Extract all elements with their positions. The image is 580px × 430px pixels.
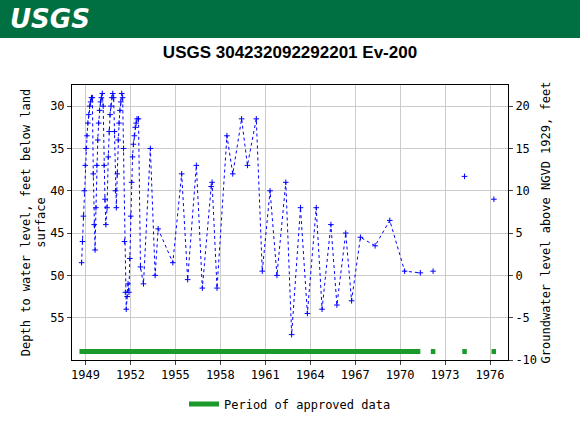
html-text:USGS: USGS (10, 4, 90, 34)
svg-text:1961: 1961 (251, 368, 280, 382)
svg-text:Period of approved data: Period of approved data (224, 398, 390, 412)
svg-text:1964: 1964 (296, 368, 325, 382)
svg-text:Groundwater level above NGVD 1: Groundwater level above NGVD 1929, feet (539, 82, 553, 364)
svg-text:50: 50 (50, 269, 64, 283)
svg-text:20: 20 (515, 99, 529, 113)
svg-text:40: 40 (50, 184, 64, 198)
svg-text:55: 55 (50, 311, 64, 325)
svg-text:Depth to water level, feet bel: Depth to water level, feet below landsur… (19, 89, 49, 356)
svg-text:1958: 1958 (206, 368, 235, 382)
svg-text:1976: 1976 (476, 368, 505, 382)
svg-text:45: 45 (50, 226, 64, 240)
svg-text:1949: 1949 (71, 368, 100, 382)
svg-text:-5: -5 (515, 311, 529, 325)
svg-text:35: 35 (50, 142, 64, 156)
svg-text:1952: 1952 (116, 368, 145, 382)
svg-text:10: 10 (515, 184, 529, 198)
svg-text:USGS 304232092292201 Ev-200: USGS 304232092292201 Ev-200 (163, 43, 417, 62)
svg-text:5: 5 (515, 226, 522, 240)
svg-text:-10: -10 (515, 353, 537, 367)
svg-text:15: 15 (515, 142, 529, 156)
svg-text:0: 0 (515, 269, 522, 283)
svg-text:1973: 1973 (431, 368, 460, 382)
svg-text:1955: 1955 (161, 368, 190, 382)
svg-text:30: 30 (50, 99, 64, 113)
svg-text:1967: 1967 (341, 368, 370, 382)
svg-text:1970: 1970 (386, 368, 415, 382)
